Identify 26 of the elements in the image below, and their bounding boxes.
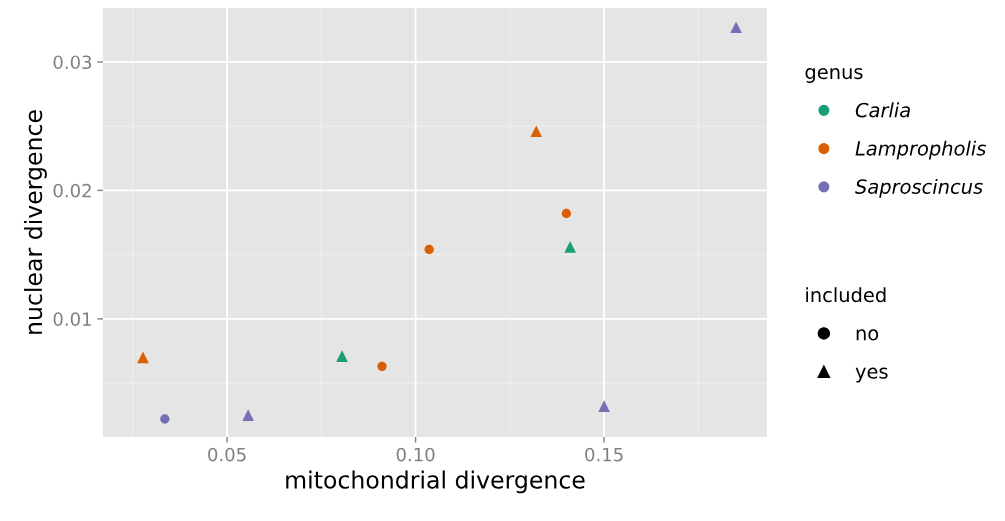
point <box>561 208 572 219</box>
point <box>160 414 170 424</box>
text: no <box>856 329 879 341</box>
legend-label: Carlia <box>855 102 910 118</box>
y-tick-label: 0.03 <box>53 55 92 70</box>
text: genus <box>805 68 863 83</box>
point <box>564 241 576 253</box>
point <box>730 21 742 34</box>
point <box>377 361 387 372</box>
text: included <box>806 287 886 303</box>
y-axis-title: nuclear divergence <box>23 110 47 334</box>
x-tick-label: 0.15 <box>585 447 623 462</box>
x-axis-title: mitochondrial divergence <box>286 470 585 494</box>
y-tick-label: 0.01 <box>53 312 91 326</box>
point <box>242 409 254 421</box>
x-tick-label: 0.10 <box>396 447 435 462</box>
point <box>598 400 610 412</box>
text: yes <box>855 367 888 383</box>
point <box>137 351 149 364</box>
x-tick-label: 0.05 <box>208 447 246 462</box>
legend-label: Lampropholis <box>855 140 986 160</box>
point <box>530 125 543 138</box>
point <box>336 350 348 362</box>
legend-label: Saproscincus <box>855 178 983 198</box>
point <box>424 244 434 255</box>
y-tick-label: 0.02 <box>53 183 91 198</box>
